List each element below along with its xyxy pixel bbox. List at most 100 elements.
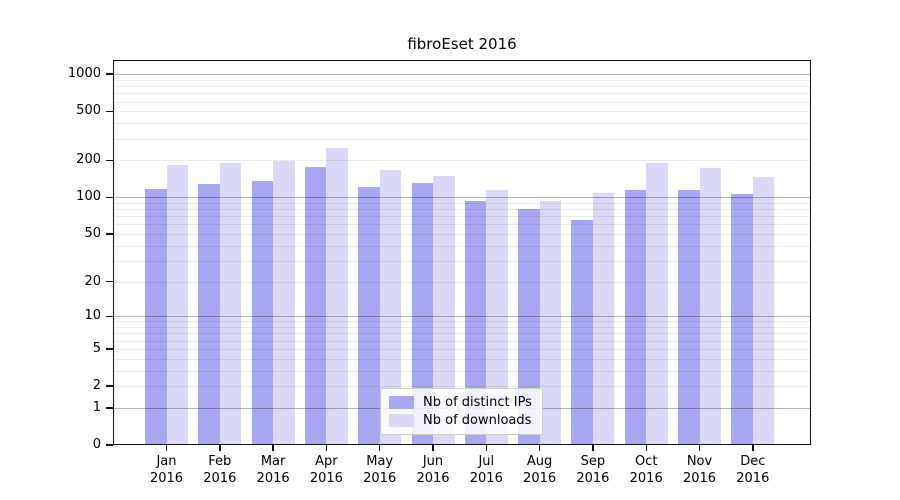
month-label: Dec [740, 454, 766, 469]
month-label: Aug [526, 454, 553, 469]
x-tick-label-oct: Oct 2016 [618, 453, 674, 487]
x-tick-label-may: May 2016 [352, 453, 408, 487]
x-tick-mark-aug [538, 445, 541, 451]
year-label: 2016 [469, 471, 503, 486]
bar-downloads-dec [752, 177, 775, 445]
bar-distinct-ips-mar [251, 180, 274, 445]
y-tick-label-1: 1 [92, 399, 101, 415]
year-label: 2016 [256, 471, 290, 486]
gridline-minor-3 [113, 370, 811, 372]
x-tick-label-jan: Jan 2016 [139, 453, 195, 487]
gridline-minor-50 [113, 233, 811, 235]
x-tick-label-aug: Aug 2016 [512, 453, 568, 487]
y-tick-mark-500 [106, 110, 113, 112]
legend-swatch-downloads [389, 413, 414, 427]
gridline-minor-60 [113, 224, 811, 226]
gridline-minor-70 [113, 216, 811, 218]
y-tick-label-2: 2 [92, 378, 101, 393]
x-tick-mark-dec [752, 445, 754, 451]
year-label: 2016 [629, 471, 663, 486]
month-label: Jul [478, 454, 495, 469]
y-tick-mark-200 [106, 159, 113, 161]
y-tick-mark-50 [106, 233, 113, 235]
month-label: Jan [156, 454, 177, 469]
gridline-minor-300 [113, 138, 811, 140]
x-tick-mark-apr [325, 445, 328, 451]
y-tick-mark-10 [106, 315, 113, 317]
gridline-minor-400 [113, 123, 811, 125]
bar-distinct-ips-sep [571, 220, 593, 445]
gridline-major-1000 [113, 74, 811, 76]
x-tick-label-sep: Sep 2016 [565, 453, 621, 487]
gridline-minor-80 [113, 209, 811, 211]
year-label: 2016 [309, 471, 343, 486]
y-tick-label-10: 10 [84, 308, 101, 324]
gridline-minor-600 [113, 101, 811, 103]
x-tick-label-jul: Jul 2016 [458, 453, 514, 487]
y-tick-mark-1 [106, 407, 113, 409]
x-tick-mark-mar [272, 445, 274, 451]
x-tick-label-mar: Mar 2016 [245, 453, 301, 487]
x-tick-mark-oct [645, 445, 647, 451]
year-label: 2016 [203, 471, 237, 486]
x-tick-label-apr: Apr 2016 [298, 453, 354, 487]
gridline-minor-20 [113, 281, 811, 283]
legend-item-distinct-ips: Nb of distinct IPs [389, 395, 534, 410]
bar-distinct-ips-may [358, 187, 380, 445]
y-tick-mark-1000 [106, 73, 113, 75]
bar-distinct-ips-feb [198, 183, 220, 445]
y-tick-label-1000: 1000 [67, 66, 101, 82]
x-tick-mark-jul [485, 445, 487, 451]
bar-downloads-oct [646, 163, 668, 445]
month-label: Jun [422, 454, 444, 469]
gridline-minor-200 [113, 160, 811, 162]
x-tick-mark-nov [698, 445, 701, 451]
month-label: May [366, 454, 394, 469]
bar-downloads-feb [219, 163, 242, 445]
gridline-minor-30 [113, 260, 811, 262]
y-tick-label-500: 500 [76, 103, 101, 119]
gridline-minor-700 [113, 93, 811, 95]
x-tick-mark-jan [165, 445, 168, 451]
bar-downloads-jan [166, 165, 188, 445]
bar-distinct-ips-apr [304, 167, 327, 445]
year-label: 2016 [736, 471, 770, 486]
x-tick-label-jun: Jun 2016 [405, 453, 461, 487]
chart-title: fibroEset 2016 [407, 35, 517, 53]
gridline-minor-4 [113, 358, 811, 360]
x-tick-label-dec: Dec 2016 [725, 453, 781, 487]
legend-label-distinct-ips: Nb of distinct IPs [423, 395, 532, 411]
gridline-minor-800 [113, 86, 811, 87]
y-tick-label-20: 20 [84, 273, 101, 289]
bar-distinct-ips-nov [678, 190, 700, 445]
month-label: Mar [260, 454, 286, 469]
bar-distinct-ips-oct [624, 190, 647, 445]
gridline-minor-5 [113, 348, 811, 350]
gridline-minor-40 [113, 245, 811, 247]
gridline-major-10 [113, 316, 811, 318]
legend: Nb of distinct IPs Nb of downloads [380, 388, 543, 435]
bar-distinct-ips-jan [145, 188, 167, 445]
y-tick-mark-5 [106, 348, 113, 350]
month-label: Feb [208, 454, 232, 469]
month-label: Apr [315, 454, 338, 469]
x-tick-label-feb: Feb 2016 [192, 453, 248, 487]
legend-swatch-distinct-ips [389, 396, 414, 410]
x-tick-mark-jun [432, 445, 434, 451]
y-tick-mark-0 [106, 444, 113, 446]
year-label: 2016 [576, 471, 610, 486]
month-label: Oct [634, 454, 658, 469]
y-tick-mark-2 [106, 385, 113, 387]
gridline-minor-7 [113, 333, 811, 335]
year-label: 2016 [363, 471, 397, 486]
legend-label-downloads: Nb of downloads [423, 412, 532, 428]
y-tick-label-5: 5 [92, 340, 101, 356]
year-label: 2016 [416, 471, 450, 486]
x-tick-mark-feb [219, 445, 221, 451]
y-tick-label-200: 200 [76, 152, 101, 168]
year-label: 2016 [523, 471, 557, 486]
y-tick-label-0: 0 [92, 437, 101, 452]
y-tick-label-100: 100 [76, 189, 101, 205]
bar-downloads-apr [326, 148, 348, 445]
